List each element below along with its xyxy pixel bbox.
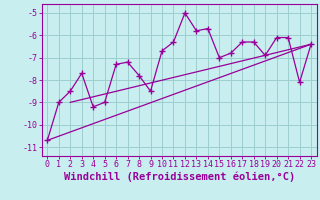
- X-axis label: Windchill (Refroidissement éolien,°C): Windchill (Refroidissement éolien,°C): [64, 172, 295, 182]
